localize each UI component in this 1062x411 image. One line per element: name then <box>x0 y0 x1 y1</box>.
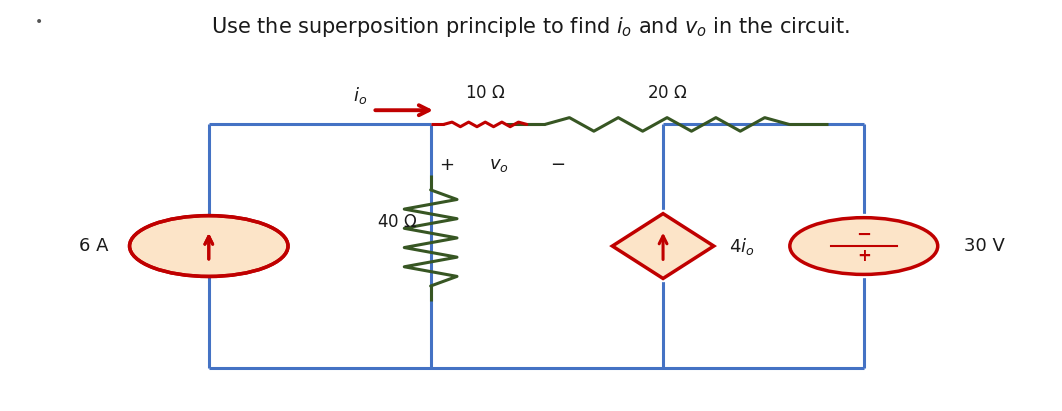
Circle shape <box>130 216 288 277</box>
Text: −: − <box>856 226 871 244</box>
Text: +: + <box>439 156 453 174</box>
Circle shape <box>132 217 286 275</box>
Text: •: • <box>34 15 42 29</box>
Text: Use the superposition principle to find $i_o$ and $v_o$ in the circuit.: Use the superposition principle to find … <box>211 15 851 39</box>
Text: $v_o$: $v_o$ <box>489 156 509 174</box>
Text: 6 A: 6 A <box>79 237 108 255</box>
Text: $40\ \Omega$: $40\ \Omega$ <box>377 213 418 231</box>
Text: −: − <box>550 156 565 174</box>
Text: $i_o$: $i_o$ <box>353 85 367 106</box>
Text: $10\ \Omega$: $10\ \Omega$ <box>465 84 506 102</box>
Circle shape <box>790 218 938 275</box>
Text: $4i_o$: $4i_o$ <box>729 236 754 256</box>
Text: +: + <box>857 247 871 265</box>
Text: 30 V: 30 V <box>964 237 1005 255</box>
Polygon shape <box>613 214 714 279</box>
Text: $20\ \Omega$: $20\ \Omega$ <box>647 84 687 102</box>
